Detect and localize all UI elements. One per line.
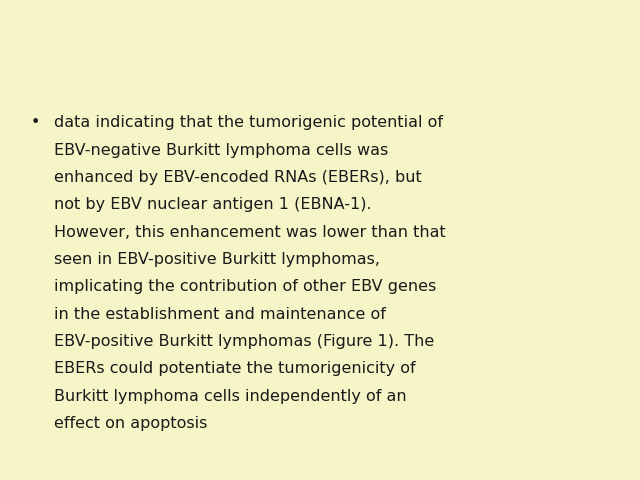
Text: EBV-positive Burkitt lymphomas (Figure 1). The: EBV-positive Burkitt lymphomas (Figure 1… (54, 334, 435, 349)
Text: EBERs could potentiate the tumorigenicity of: EBERs could potentiate the tumorigenicit… (54, 361, 416, 376)
Text: enhanced by EBV-encoded RNAs (EBERs), but: enhanced by EBV-encoded RNAs (EBERs), bu… (54, 170, 422, 185)
Text: data indicating that the tumorigenic potential of: data indicating that the tumorigenic pot… (54, 115, 444, 130)
Text: implicating the contribution of other EBV genes: implicating the contribution of other EB… (54, 279, 436, 294)
Text: Burkitt lymphoma cells independently of an: Burkitt lymphoma cells independently of … (54, 389, 407, 404)
Text: •: • (31, 115, 40, 130)
Text: However, this enhancement was lower than that: However, this enhancement was lower than… (54, 225, 446, 240)
Text: EBV-negative Burkitt lymphoma cells was: EBV-negative Burkitt lymphoma cells was (54, 143, 388, 157)
Text: in the establishment and maintenance of: in the establishment and maintenance of (54, 307, 387, 322)
Text: effect on apoptosis: effect on apoptosis (54, 416, 208, 431)
Text: seen in EBV-positive Burkitt lymphomas,: seen in EBV-positive Burkitt lymphomas, (54, 252, 380, 267)
Text: not by EBV nuclear antigen 1 (EBNA-1).: not by EBV nuclear antigen 1 (EBNA-1). (54, 197, 372, 212)
